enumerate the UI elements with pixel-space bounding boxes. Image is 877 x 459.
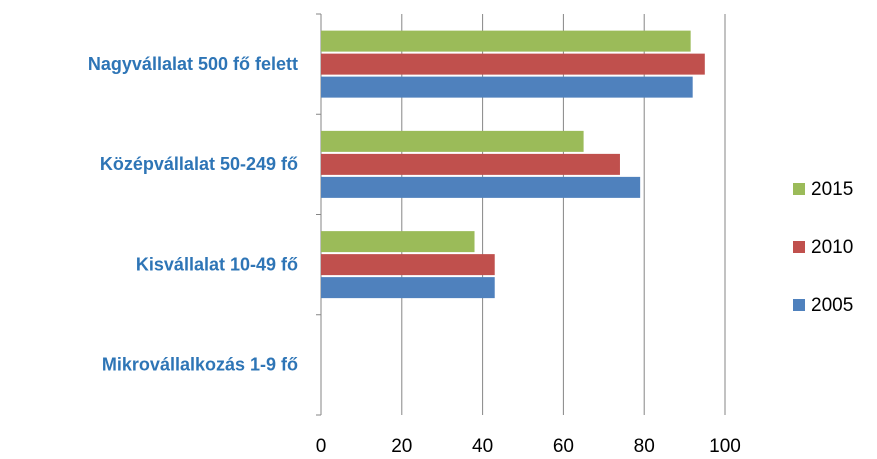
bar [321, 176, 641, 198]
category-label: Középvállalat 50-249 fő [100, 154, 298, 174]
legend-swatch [793, 241, 805, 253]
bar [321, 53, 705, 75]
bar [321, 30, 691, 52]
bar [321, 153, 620, 175]
bar [321, 76, 693, 98]
x-tick-label: 80 [634, 436, 655, 457]
legend-label: 2005 [811, 295, 853, 316]
x-tick-label: 100 [709, 436, 741, 457]
x-tick-label: 60 [553, 436, 574, 457]
category-label: Nagyvállalat 500 fő felett [88, 54, 298, 74]
bar [321, 231, 475, 253]
legend-label: 2010 [811, 237, 853, 258]
x-tick-label: 0 [316, 436, 327, 457]
category-label: Mikrovállalkozás 1-9 fő [102, 355, 298, 375]
bar [321, 277, 495, 299]
legend-swatch [793, 183, 805, 195]
category-label: Kisvállalat 10-49 fő [136, 254, 298, 274]
legend-label: 2015 [811, 179, 853, 200]
x-tick-label: 40 [472, 436, 493, 457]
bar [321, 254, 495, 276]
x-tick-label: 20 [391, 436, 412, 457]
legend-swatch [793, 299, 805, 311]
bar [321, 130, 584, 152]
